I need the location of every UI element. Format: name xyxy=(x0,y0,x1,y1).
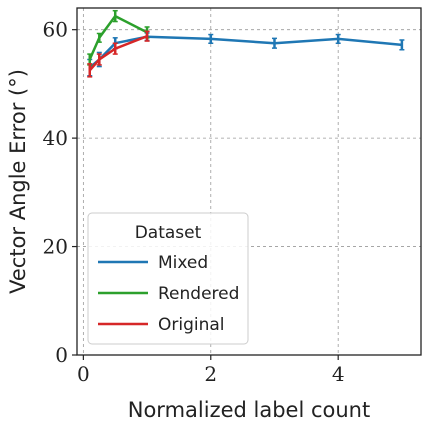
legend-box xyxy=(87,212,249,345)
x-tick-label: 0 xyxy=(77,362,90,386)
series-mixed xyxy=(87,32,405,77)
x-tick-label: 2 xyxy=(204,362,217,386)
legend-label-mixed: Mixed xyxy=(158,253,208,273)
legend-entries: Mixed Rendered Original xyxy=(98,253,239,335)
legend-label-original: Original xyxy=(158,315,225,335)
series-line xyxy=(88,14,148,61)
legend-title: Dataset xyxy=(135,223,202,243)
legend: Dataset Mixed Rendered Original xyxy=(87,212,249,345)
legend-label-rendered: Rendered xyxy=(158,284,239,304)
series-original xyxy=(87,30,150,78)
series-line xyxy=(88,35,148,72)
y-axis-label: Vector Angle Error (°) xyxy=(6,69,30,294)
y-tick-label: 0 xyxy=(55,343,68,367)
y-tick-label: 60 xyxy=(43,18,68,42)
y-tick-label: 20 xyxy=(43,235,68,259)
x-tick-label: 4 xyxy=(332,362,345,386)
series-layer xyxy=(87,9,405,78)
x-axis-label: Normalized label count xyxy=(128,398,370,422)
y-tick-label: 40 xyxy=(43,126,68,150)
plot-frame xyxy=(76,7,422,356)
